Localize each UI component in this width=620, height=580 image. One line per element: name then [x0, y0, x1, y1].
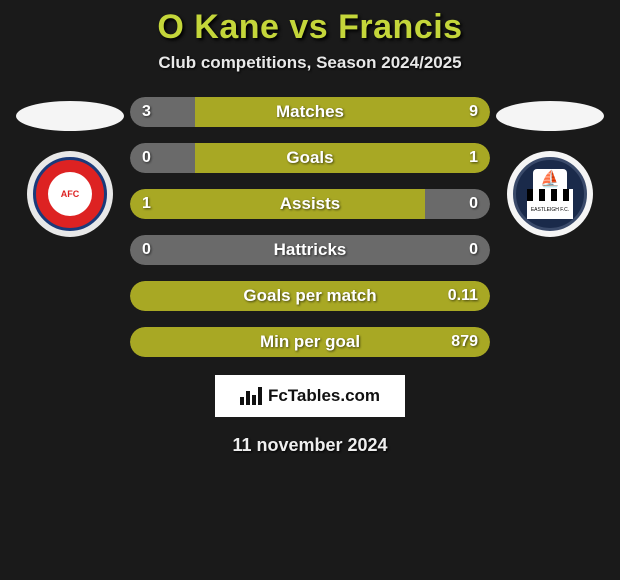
stat-bar: Matches 3 9: [130, 97, 490, 127]
stat-value-right: 879: [451, 333, 478, 351]
club-crest-right: ⛵ EASTLEIGH F.C.: [507, 151, 593, 237]
date-label: 11 november 2024: [232, 435, 387, 456]
right-player-col: ⛵ EASTLEIGH F.C.: [490, 93, 610, 237]
stat-value-right: 0: [469, 195, 478, 213]
stat-value-left: 3: [142, 103, 151, 121]
stat-fill-left: [130, 143, 195, 173]
stat-bar: Min per goal 879: [130, 327, 490, 357]
page-title: O Kane vs Francis: [157, 8, 462, 47]
stat-fill-right: [195, 143, 490, 173]
infographic-root: O Kane vs Francis Club competitions, Sea…: [0, 0, 620, 580]
stat-value-left: 1: [142, 195, 151, 213]
stat-value-right: 1: [469, 149, 478, 167]
club-crest-left: AFC: [27, 151, 113, 237]
stat-fill-left: [130, 189, 425, 219]
player-photo-placeholder-left: [16, 101, 124, 131]
crest-text: EASTLEIGH F.C.: [527, 201, 573, 219]
crest-checker-icon: [527, 189, 573, 201]
stat-bar: Assists 1 0: [130, 189, 490, 219]
main-row: AFC Matches 3 9 Goals 0 1 Assists 1 0 Hattricks 0 0…: [0, 93, 620, 357]
stat-label: Goals per match: [243, 286, 376, 306]
stat-label: Goals: [286, 148, 333, 168]
attribution-text: FcTables.com: [268, 386, 380, 406]
bar-chart-icon: [240, 387, 262, 405]
left-player-col: AFC: [10, 93, 130, 237]
player-photo-placeholder-right: [496, 101, 604, 131]
stats-column: Matches39Goals01Assists10Hattricks00Goal…: [130, 93, 490, 357]
stat-bar: Hattricks 0 0: [130, 235, 490, 265]
page-subtitle: Club competitions, Season 2024/2025: [158, 53, 461, 73]
fylde-crest-center: AFC: [48, 172, 92, 216]
stat-label: Matches: [276, 102, 344, 122]
stat-bar: Goals 0 1: [130, 143, 490, 173]
stat-fill-right: [425, 189, 490, 219]
stat-label: Min per goal: [260, 332, 360, 352]
eastleigh-crest-icon: ⛵ EASTLEIGH F.C.: [513, 157, 587, 231]
stat-label: Assists: [280, 194, 340, 214]
crest-ship-icon: ⛵: [533, 169, 567, 189]
stat-value-right: 0.11: [448, 287, 478, 305]
fylde-crest-icon: AFC: [33, 157, 107, 231]
stat-value-left: 0: [142, 149, 151, 167]
stat-value-left: 0: [142, 241, 151, 259]
stat-value-right: 0: [469, 241, 478, 259]
stat-fill-left: [130, 97, 195, 127]
attribution-badge: FcTables.com: [215, 375, 405, 417]
stat-bar: Goals per match 0.11: [130, 281, 490, 311]
stat-value-right: 9: [469, 103, 478, 121]
stat-label: Hattricks: [274, 240, 347, 260]
